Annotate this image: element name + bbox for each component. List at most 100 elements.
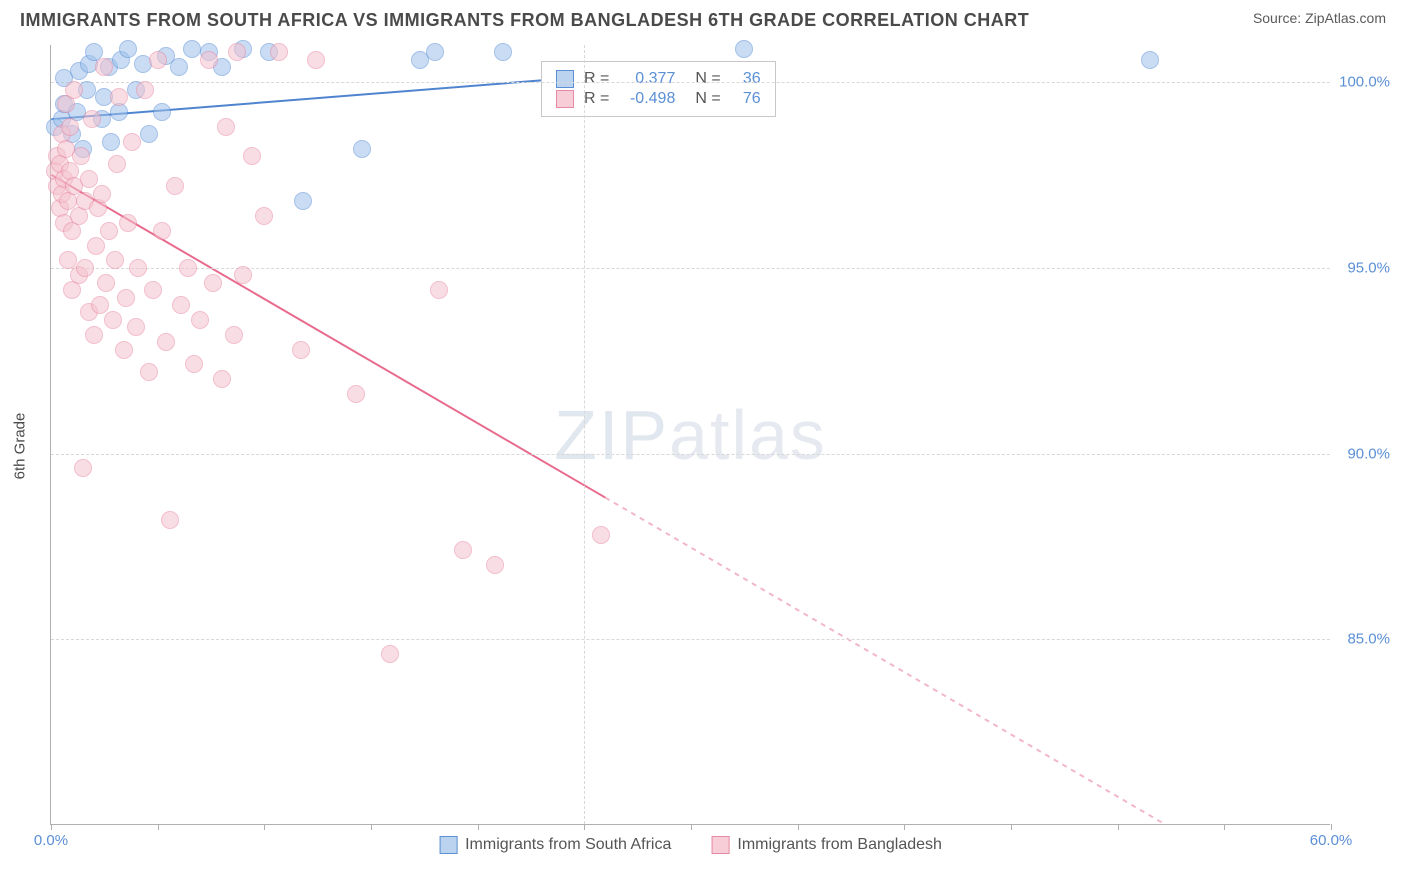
stat-n-value: 36: [731, 70, 761, 88]
y-tick-label: 90.0%: [1347, 445, 1390, 462]
y-axis-label: 6th Grade: [12, 413, 29, 480]
gridline-h: [51, 82, 1330, 83]
data-point-bangladesh: [72, 147, 90, 165]
x-tick-mark: [51, 824, 52, 830]
bottom-legend: Immigrants from South Africa Immigrants f…: [439, 836, 942, 854]
x-tick-mark: [691, 824, 692, 830]
swatch-south_africa: [556, 70, 574, 88]
x-tick-mark: [371, 824, 372, 830]
data-point-bangladesh: [85, 326, 103, 344]
y-tick-label: 95.0%: [1347, 259, 1390, 276]
data-point-bangladesh: [65, 81, 83, 99]
x-tick-mark: [478, 824, 479, 830]
data-point-bangladesh: [166, 177, 184, 195]
data-point-bangladesh: [191, 311, 209, 329]
data-point-south_africa: [140, 125, 158, 143]
stat-n-label: N =: [695, 90, 720, 108]
data-point-bangladesh: [255, 207, 273, 225]
data-point-bangladesh: [381, 645, 399, 663]
data-point-south_africa: [735, 40, 753, 58]
data-point-bangladesh: [119, 214, 137, 232]
stat-r-label: R =: [584, 90, 609, 108]
data-point-south_africa: [294, 192, 312, 210]
data-point-bangladesh: [87, 237, 105, 255]
data-point-bangladesh: [144, 281, 162, 299]
data-point-bangladesh: [228, 43, 246, 61]
x-tick-mark: [1118, 824, 1119, 830]
legend-item-bangladesh: Immigrants from Bangladesh: [711, 836, 942, 854]
gridline-h: [51, 639, 1330, 640]
data-point-bangladesh: [95, 58, 113, 76]
data-point-bangladesh: [117, 289, 135, 307]
data-point-bangladesh: [83, 110, 101, 128]
data-point-bangladesh: [136, 81, 154, 99]
data-point-bangladesh: [115, 341, 133, 359]
data-point-bangladesh: [486, 556, 504, 574]
swatch-bangladesh: [556, 90, 574, 108]
data-point-bangladesh: [74, 459, 92, 477]
data-point-bangladesh: [104, 311, 122, 329]
stats-row-south_africa: R = 0.377 N = 36: [556, 70, 761, 88]
stat-n-label: N =: [695, 70, 720, 88]
chart-plot-area: ZIPatlas R =0.377N =36R =-0.498N =76 Imm…: [50, 45, 1330, 825]
gridline-h: [51, 454, 1330, 455]
data-point-south_africa: [183, 40, 201, 58]
data-point-bangladesh: [149, 51, 167, 69]
source-label: Source: ZipAtlas.com: [1253, 10, 1386, 26]
legend-swatch-south_africa: [439, 836, 457, 854]
data-point-bangladesh: [153, 222, 171, 240]
data-point-bangladesh: [347, 385, 365, 403]
chart-title: IMMIGRANTS FROM SOUTH AFRICA VS IMMIGRAN…: [20, 10, 1029, 31]
data-point-south_africa: [102, 133, 120, 151]
stats-legend-box: R = 0.377 N = 36 R =-0.498N =76: [541, 61, 776, 117]
x-tick-mark: [158, 824, 159, 830]
stats-row-bangladesh: R =-0.498N =76: [556, 90, 761, 108]
data-point-bangladesh: [292, 341, 310, 359]
y-tick-label: 85.0%: [1347, 631, 1390, 648]
data-point-bangladesh: [140, 363, 158, 381]
data-point-bangladesh: [97, 274, 115, 292]
data-point-bangladesh: [76, 259, 94, 277]
watermark-text: ZIPatlas: [554, 395, 827, 475]
data-point-south_africa: [494, 43, 512, 61]
data-point-bangladesh: [430, 281, 448, 299]
x-tick-mark: [1224, 824, 1225, 830]
data-point-bangladesh: [172, 296, 190, 314]
data-point-bangladesh: [157, 333, 175, 351]
data-point-bangladesh: [204, 274, 222, 292]
data-point-bangladesh: [307, 51, 325, 69]
data-point-bangladesh: [61, 118, 79, 136]
data-point-bangladesh: [110, 88, 128, 106]
data-point-bangladesh: [161, 511, 179, 529]
trend-lines-layer: [51, 45, 1330, 824]
legend-label-bangladesh: Immigrants from Bangladesh: [737, 836, 942, 854]
x-tick-mark: [1011, 824, 1012, 830]
legend-label-south_africa: Immigrants from South Africa: [465, 836, 671, 854]
data-point-bangladesh: [80, 170, 98, 188]
data-point-bangladesh: [91, 296, 109, 314]
data-point-south_africa: [119, 40, 137, 58]
data-point-bangladesh: [454, 541, 472, 559]
data-point-bangladesh: [217, 118, 235, 136]
x-tick-label: 60.0%: [1310, 832, 1353, 849]
data-point-south_africa: [426, 43, 444, 61]
x-tick-mark: [584, 824, 585, 830]
data-point-bangladesh: [592, 526, 610, 544]
x-tick-mark: [904, 824, 905, 830]
data-point-south_africa: [170, 58, 188, 76]
data-point-bangladesh: [270, 43, 288, 61]
data-point-bangladesh: [100, 222, 118, 240]
data-point-bangladesh: [200, 51, 218, 69]
data-point-bangladesh: [123, 133, 141, 151]
x-tick-label: 0.0%: [34, 832, 68, 849]
data-point-bangladesh: [106, 251, 124, 269]
x-tick-mark: [264, 824, 265, 830]
stat-r-value: 0.377: [619, 70, 675, 88]
data-point-bangladesh: [93, 185, 111, 203]
legend-item-south_africa: Immigrants from South Africa: [439, 836, 671, 854]
data-point-bangladesh: [179, 259, 197, 277]
x-tick-mark: [1331, 824, 1332, 830]
data-point-bangladesh: [185, 355, 203, 373]
stat-r-label: R =: [584, 70, 609, 88]
data-point-south_africa: [353, 140, 371, 158]
